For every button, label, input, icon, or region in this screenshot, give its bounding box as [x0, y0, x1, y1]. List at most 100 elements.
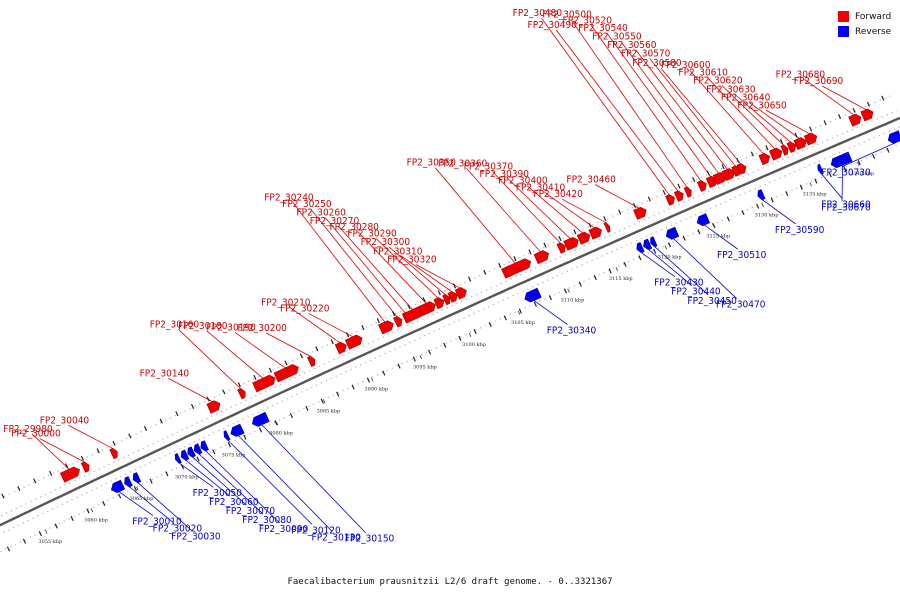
- gene-feature[interactable]: [273, 364, 299, 383]
- gene-feature[interactable]: [447, 291, 458, 303]
- gene-label[interactable]: FP2_30220: [280, 303, 330, 314]
- gene-label[interactable]: FP2_30160: [150, 319, 200, 330]
- gene-label[interactable]: FP2_30510: [717, 250, 767, 261]
- gene-feature[interactable]: [252, 374, 276, 393]
- gene-label[interactable]: FP2_30730: [821, 168, 871, 179]
- gene-label[interactable]: FP2_30080: [242, 515, 292, 526]
- gene-label[interactable]: FP2_30460: [566, 175, 616, 186]
- gene-feature[interactable]: [223, 430, 231, 441]
- gene-feature[interactable]: [650, 236, 658, 248]
- gene-feature[interactable]: [603, 222, 611, 233]
- gene-feature[interactable]: [307, 355, 316, 367]
- gene-label[interactable]: FP2_30070: [226, 506, 276, 517]
- gene-feature[interactable]: [132, 472, 142, 484]
- gene-feature[interactable]: [80, 461, 90, 473]
- gene-feature[interactable]: [344, 334, 363, 350]
- gene-label[interactable]: FP2_30360: [438, 158, 488, 169]
- gene-label[interactable]: FP2_29980: [3, 424, 53, 435]
- gene-feature[interactable]: [696, 180, 707, 192]
- gene-feature[interactable]: [200, 440, 209, 452]
- gene-feature[interactable]: [393, 316, 403, 328]
- gene-feature[interactable]: [576, 231, 591, 245]
- gene-feature[interactable]: [334, 341, 347, 355]
- gene-label[interactable]: FP2_30400: [498, 176, 548, 187]
- gene-feature[interactable]: [780, 144, 789, 156]
- gene-feature[interactable]: [59, 466, 80, 483]
- gene-feature[interactable]: [665, 226, 680, 240]
- gene-feature[interactable]: [643, 238, 653, 251]
- gene-feature[interactable]: [786, 141, 797, 153]
- gene-label[interactable]: FP2_30680: [776, 69, 826, 80]
- gene-label[interactable]: FP2_30140: [140, 368, 190, 379]
- gene-feature[interactable]: [683, 186, 692, 198]
- gene-feature[interactable]: [696, 213, 711, 227]
- gene-label[interactable]: FP2_30010: [132, 517, 182, 528]
- gene-feature[interactable]: [533, 250, 550, 265]
- gene-label[interactable]: FP2_30630: [706, 85, 756, 96]
- gene-label[interactable]: FP2_30560: [607, 40, 657, 51]
- gene-label[interactable]: FP2_30040: [40, 415, 90, 426]
- gene-feature[interactable]: [180, 449, 190, 461]
- gene-feature[interactable]: [454, 287, 467, 300]
- gene-label[interactable]: FP2_30050: [193, 488, 243, 499]
- gene-label[interactable]: FP2_30240: [264, 193, 314, 204]
- gene-label[interactable]: FP2_30190: [206, 323, 256, 334]
- gene-feature[interactable]: [206, 400, 221, 414]
- gene-feature[interactable]: [673, 190, 684, 202]
- gene-label[interactable]: FP2_30490: [528, 20, 578, 31]
- gene-label[interactable]: FP2_30310: [373, 246, 423, 257]
- gene-label[interactable]: FP2_30320: [387, 255, 437, 266]
- gene-feature[interactable]: [793, 137, 807, 150]
- gene-label[interactable]: FP2_30150: [345, 534, 395, 545]
- gene-label[interactable]: FP2_30350: [407, 158, 457, 169]
- gene-feature[interactable]: [588, 226, 602, 240]
- gene-feature[interactable]: [193, 443, 203, 455]
- gene-label[interactable]: FP2_30540: [578, 23, 628, 34]
- gene-label[interactable]: FP2_30660: [821, 199, 871, 210]
- gene-feature[interactable]: [556, 242, 566, 254]
- gene-feature[interactable]: [237, 388, 246, 400]
- gene-feature[interactable]: [665, 194, 675, 206]
- gene-feature[interactable]: [563, 236, 579, 251]
- gene-feature[interactable]: [830, 151, 853, 169]
- gene-label[interactable]: FP2_30410: [516, 182, 566, 193]
- gene-label[interactable]: FP2_30520: [563, 15, 613, 26]
- gene-feature[interactable]: [110, 479, 126, 494]
- gene-feature[interactable]: [418, 301, 436, 316]
- gene-feature[interactable]: [251, 411, 270, 427]
- gene-label[interactable]: FP2_30200: [237, 323, 287, 334]
- gene-feature[interactable]: [378, 320, 394, 335]
- gene-feature[interactable]: [501, 258, 532, 279]
- gene-feature[interactable]: [187, 446, 196, 458]
- gene-label[interactable]: FP2_30550: [592, 32, 642, 43]
- gene-feature[interactable]: [721, 168, 735, 182]
- gene-label[interactable]: FP2_30450: [687, 296, 737, 307]
- gene-label[interactable]: FP2_30340: [547, 326, 597, 337]
- gene-feature[interactable]: [433, 297, 445, 310]
- gene-label[interactable]: FP2_30090: [259, 524, 309, 535]
- gene-feature[interactable]: [769, 147, 783, 161]
- gene-label[interactable]: FP2_30470: [716, 300, 766, 311]
- gene-feature[interactable]: [636, 242, 645, 254]
- gene-feature[interactable]: [803, 132, 818, 146]
- gene-label[interactable]: FP2_30440: [671, 287, 721, 298]
- gene-label[interactable]: FP2_30500: [542, 10, 592, 21]
- gene-label[interactable]: FP2_30030: [171, 532, 221, 543]
- gene-feature[interactable]: [524, 287, 542, 303]
- gene-feature[interactable]: [860, 108, 874, 122]
- gene-label[interactable]: FP2_30650: [737, 100, 787, 111]
- gene-label[interactable]: FP2_30120: [291, 525, 341, 536]
- gene-label[interactable]: FP2_30270: [310, 216, 360, 227]
- gene-label[interactable]: FP2_30250: [282, 199, 332, 210]
- gene-feature[interactable]: [109, 447, 118, 460]
- gene-label[interactable]: FP2_30280: [329, 222, 379, 233]
- gene-feature[interactable]: [736, 163, 747, 175]
- gene-label[interactable]: FP2_30610: [678, 67, 728, 78]
- gene-label[interactable]: FP2_30130: [312, 533, 362, 544]
- gene-label[interactable]: FP2_30000: [11, 429, 61, 440]
- gene-label[interactable]: FP2_30690: [794, 76, 844, 87]
- gene-label[interactable]: FP2_30420: [533, 189, 583, 200]
- gene-label[interactable]: FP2_30590: [775, 225, 825, 236]
- gene-feature[interactable]: [758, 152, 771, 166]
- gene-feature[interactable]: [442, 294, 451, 306]
